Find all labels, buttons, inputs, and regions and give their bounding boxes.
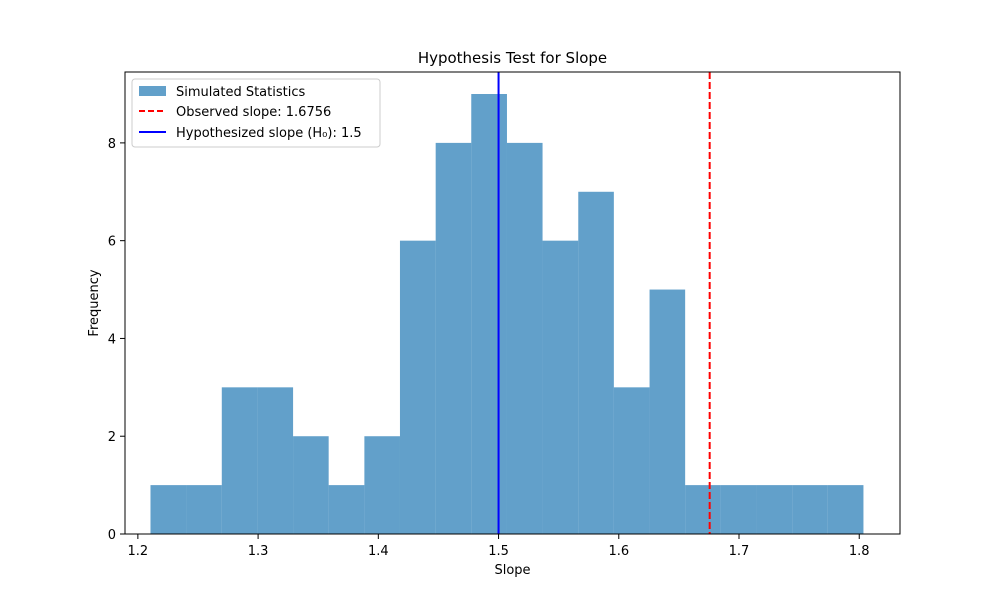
histogram-bars <box>150 94 864 534</box>
histogram-bar <box>720 485 757 534</box>
plot-area-frame <box>124 71 901 535</box>
histogram-bar <box>578 191 614 534</box>
histogram-bar <box>150 485 187 534</box>
histogram-bar <box>685 485 721 534</box>
legend-box <box>131 78 381 148</box>
histogram-bar <box>399 240 436 534</box>
legend-patch-simulated <box>139 86 166 96</box>
histogram-bar <box>328 485 365 534</box>
histogram-bar <box>293 436 329 534</box>
x-tick-label: 1.7 <box>729 544 750 559</box>
histogram-bar <box>364 436 400 534</box>
y-tick-label: 6 <box>108 235 116 250</box>
x-tick-label: 1.5 <box>488 544 509 559</box>
chart-title: Hypothesis Test for Slope <box>418 49 607 67</box>
legend-label: Observed slope: 1.6756 <box>176 105 331 120</box>
histogram-bar <box>649 289 686 534</box>
legend-label: Hypothesized slope (H₀): 1.5 <box>176 126 362 141</box>
y-tick-label: 2 <box>108 430 116 445</box>
histogram-bar <box>221 387 258 534</box>
reference-lines <box>497 72 711 534</box>
histogram-bar <box>792 485 828 534</box>
histogram-bar <box>257 387 294 534</box>
legend-label: Simulated Statistics <box>176 85 305 100</box>
y-tick-label: 8 <box>108 137 116 152</box>
x-axis-ticks: 1.2 1.3 1.4 1.5 1.6 1.7 1.8 <box>128 534 870 559</box>
y-axis-ticks: 0 2 4 6 8 <box>108 137 125 543</box>
histogram-bar <box>542 240 579 534</box>
histogram-bar <box>756 485 793 534</box>
x-tick-label: 1.3 <box>248 544 269 559</box>
y-tick-label: 4 <box>108 332 116 347</box>
x-tick-label: 1.4 <box>368 544 389 559</box>
legend: Simulated Statistics Observed slope: 1.67… <box>131 78 381 148</box>
histogram-bar <box>506 142 543 534</box>
x-tick-label: 1.2 <box>128 544 149 559</box>
y-axis-label: Frequency <box>87 269 102 336</box>
y-tick-label: 0 <box>108 528 116 543</box>
x-axis-label: Slope <box>494 563 530 578</box>
histogram-bar <box>186 485 222 534</box>
histogram-bar <box>827 485 864 534</box>
x-tick-label: 1.8 <box>849 544 870 559</box>
histogram-bar <box>613 387 650 534</box>
histogram-bar <box>471 94 507 534</box>
histogram-bar <box>435 142 472 534</box>
x-tick-label: 1.6 <box>608 544 629 559</box>
